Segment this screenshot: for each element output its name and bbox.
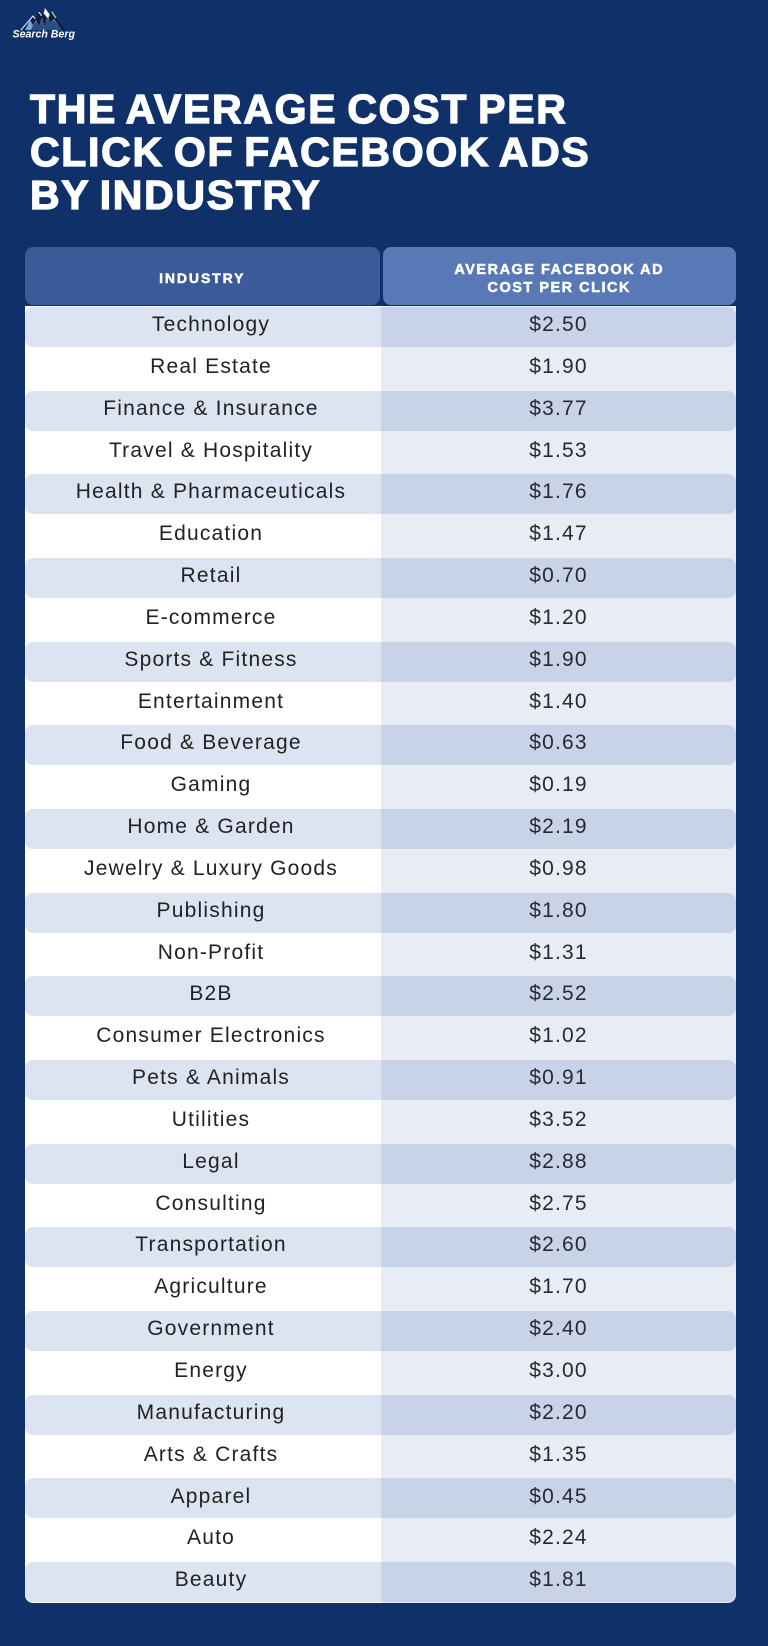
- svg-text:Search Berg: Search Berg: [13, 29, 76, 41]
